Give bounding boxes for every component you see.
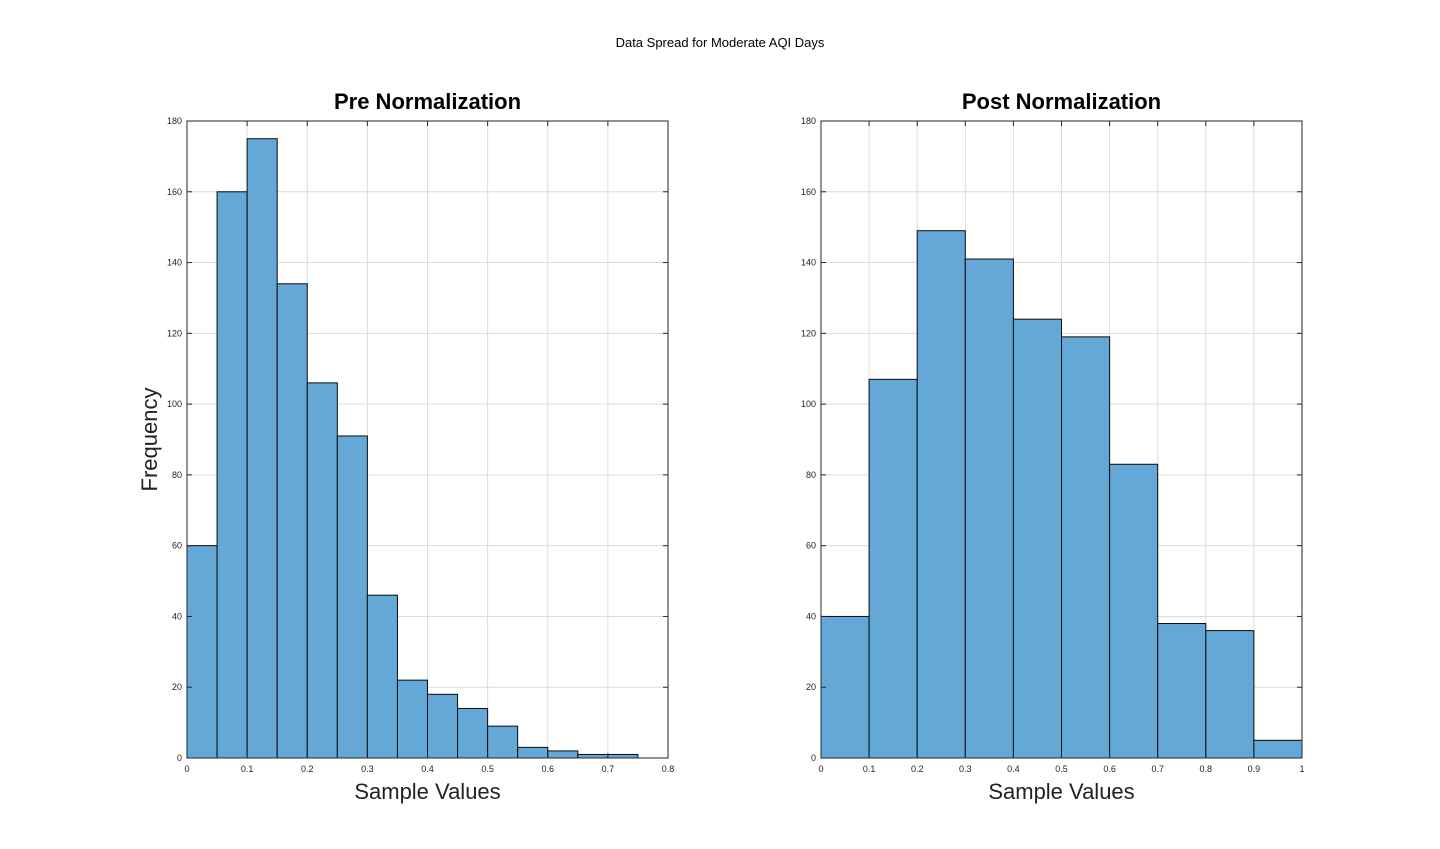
y-tick-label: 20 xyxy=(172,682,182,692)
y-tick-label: 160 xyxy=(801,187,816,197)
y-tick-label: 0 xyxy=(177,753,182,763)
histogram-bar xyxy=(547,750,579,759)
y-tick-label: 40 xyxy=(806,611,816,621)
x-tick-label: 0.5 xyxy=(1055,764,1068,774)
histogram-bar xyxy=(487,725,519,759)
x-tick-label: 0.3 xyxy=(959,764,972,774)
y-tick-label: 0 xyxy=(811,753,816,763)
x-tick-label: 0.4 xyxy=(1007,764,1020,774)
x-tick-label: 0.7 xyxy=(602,764,615,774)
subplot-title: Pre Normalization xyxy=(334,89,521,114)
subplot-2: 0 0.1 0.2 0.3 0.4 0.5 0.6 0.7 0.8 0.9 1 0 20 40 60 80 10… xyxy=(801,89,1305,804)
x-tick-label: 0.8 xyxy=(662,764,675,774)
x-tick-label: 0.8 xyxy=(1200,764,1213,774)
x-tick-label: 0 xyxy=(818,764,823,774)
histogram-bar xyxy=(1109,463,1159,759)
histogram-bar xyxy=(1157,623,1207,759)
histogram-bar xyxy=(396,679,428,759)
y-axis-label: Frequency xyxy=(137,388,162,492)
x-tick-label: 0.7 xyxy=(1151,764,1164,774)
y-tick-label: 160 xyxy=(167,187,182,197)
histogram-bar xyxy=(306,382,338,759)
x-axis-label: Sample Values xyxy=(354,779,500,804)
y-tick-label: 60 xyxy=(806,541,816,551)
x-tick-label: 0.9 xyxy=(1248,764,1261,774)
y-tick-label: 140 xyxy=(167,258,182,268)
x-tick-label: 0.3 xyxy=(361,764,374,774)
histogram-bar xyxy=(186,545,218,759)
histogram-bar xyxy=(336,435,368,759)
x-tick-label: 0.5 xyxy=(481,764,494,774)
subplot-title: Post Normalization xyxy=(962,89,1161,114)
y-tick-label: 180 xyxy=(167,116,182,126)
histogram-bar xyxy=(964,258,1014,759)
y-tick-label: 120 xyxy=(801,328,816,338)
x-tick-label: 0.6 xyxy=(541,764,554,774)
histogram-bar xyxy=(607,753,639,759)
x-tick-label: 0.1 xyxy=(241,764,254,774)
histogram-bar xyxy=(820,615,870,759)
x-axis-label: Sample Values xyxy=(988,779,1134,804)
histogram-bar xyxy=(916,230,966,759)
x-tick-label: 0.2 xyxy=(911,764,924,774)
y-tick-label: 80 xyxy=(806,470,816,480)
y-tick-label: 100 xyxy=(801,399,816,409)
histogram-bar xyxy=(868,378,918,759)
histogram-bar xyxy=(1061,336,1111,759)
y-tick-label: 140 xyxy=(801,258,816,268)
y-tick-label: 180 xyxy=(801,116,816,126)
y-tick-label: 40 xyxy=(172,611,182,621)
histogram-bar xyxy=(1205,630,1255,759)
y-tick-label: 100 xyxy=(167,399,182,409)
x-tick-label: 0.2 xyxy=(301,764,314,774)
x-tick-label: 0 xyxy=(184,764,189,774)
figure-title: Data Spread for Moderate AQI Days xyxy=(615,35,825,50)
y-tick-label: 20 xyxy=(806,682,816,692)
histogram-bar xyxy=(246,138,278,759)
histogram-bar xyxy=(366,594,398,759)
histogram-bar xyxy=(1253,739,1303,759)
x-tick-label: 0.4 xyxy=(421,764,434,774)
histogram-bar xyxy=(577,753,609,759)
histogram-bar xyxy=(427,693,459,759)
histogram-bar xyxy=(216,191,248,759)
y-tick-label: 80 xyxy=(172,470,182,480)
x-tick-label: 0.6 xyxy=(1103,764,1116,774)
histogram-bar xyxy=(1012,318,1063,759)
histogram-bar xyxy=(517,746,549,759)
x-tick-label: 0.1 xyxy=(863,764,876,774)
y-tick-label: 120 xyxy=(167,328,182,338)
y-tick-label: 60 xyxy=(172,541,182,551)
x-tick-label: 1 xyxy=(1299,764,1304,774)
histogram-bar xyxy=(276,283,308,759)
histogram-bar xyxy=(457,707,489,759)
subplot-1: 0 0.1 0.2 0.3 0.4 0.5 0.6 0.7 0.8 0 20 40 60 80 100 120… xyxy=(137,89,674,804)
